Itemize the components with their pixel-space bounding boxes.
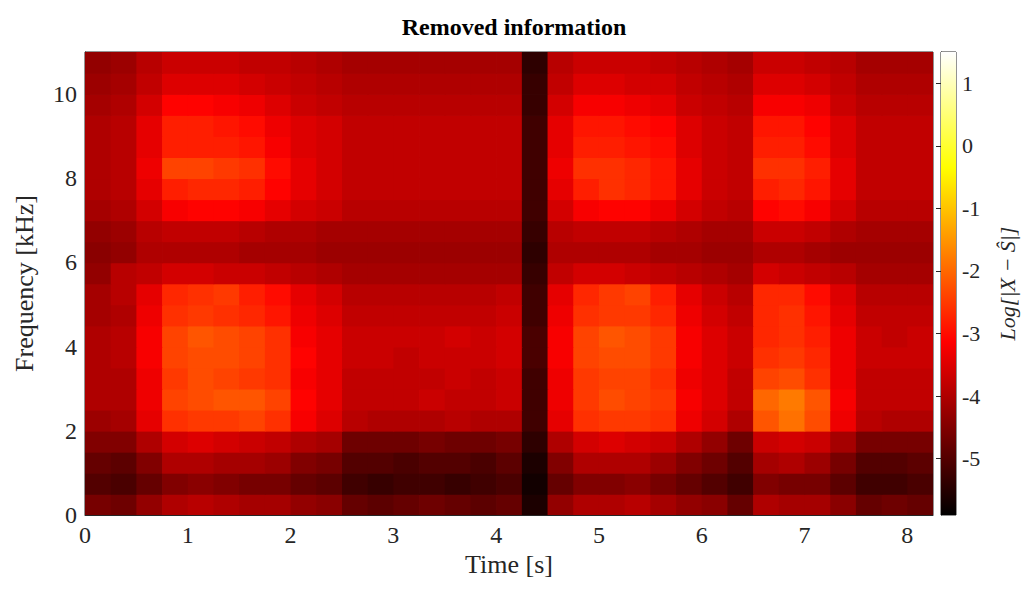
svg-text:-4: -4: [962, 384, 980, 409]
svg-text:6: 6: [65, 249, 77, 275]
svg-text:1: 1: [182, 522, 194, 548]
svg-text:0: 0: [79, 522, 91, 548]
svg-text:0: 0: [65, 502, 77, 528]
svg-text:8: 8: [901, 522, 913, 548]
svg-text:10: 10: [53, 81, 77, 107]
svg-text:Frequency [kHz]: Frequency [kHz]: [10, 195, 39, 372]
svg-text:1: 1: [962, 71, 973, 96]
svg-text:4: 4: [490, 522, 502, 548]
svg-text:3: 3: [387, 522, 399, 548]
svg-text:7: 7: [799, 522, 811, 548]
svg-text:8: 8: [65, 165, 77, 191]
svg-text:4: 4: [65, 334, 77, 360]
svg-text:-2: -2: [962, 258, 980, 283]
svg-text:-1: -1: [962, 196, 980, 221]
svg-text:-3: -3: [962, 321, 980, 346]
svg-text:0: 0: [962, 133, 973, 158]
svg-text:Time [s]: Time [s]: [465, 550, 553, 579]
svg-text:Log[|X − Ŝ|]: Log[|X − Ŝ|]: [995, 227, 1020, 342]
svg-text:5: 5: [593, 522, 605, 548]
svg-text:2: 2: [65, 418, 77, 444]
svg-text:6: 6: [696, 522, 708, 548]
svg-text:2: 2: [285, 522, 297, 548]
svg-text:-5: -5: [962, 446, 980, 471]
svg-text:Removed information: Removed information: [402, 14, 627, 40]
